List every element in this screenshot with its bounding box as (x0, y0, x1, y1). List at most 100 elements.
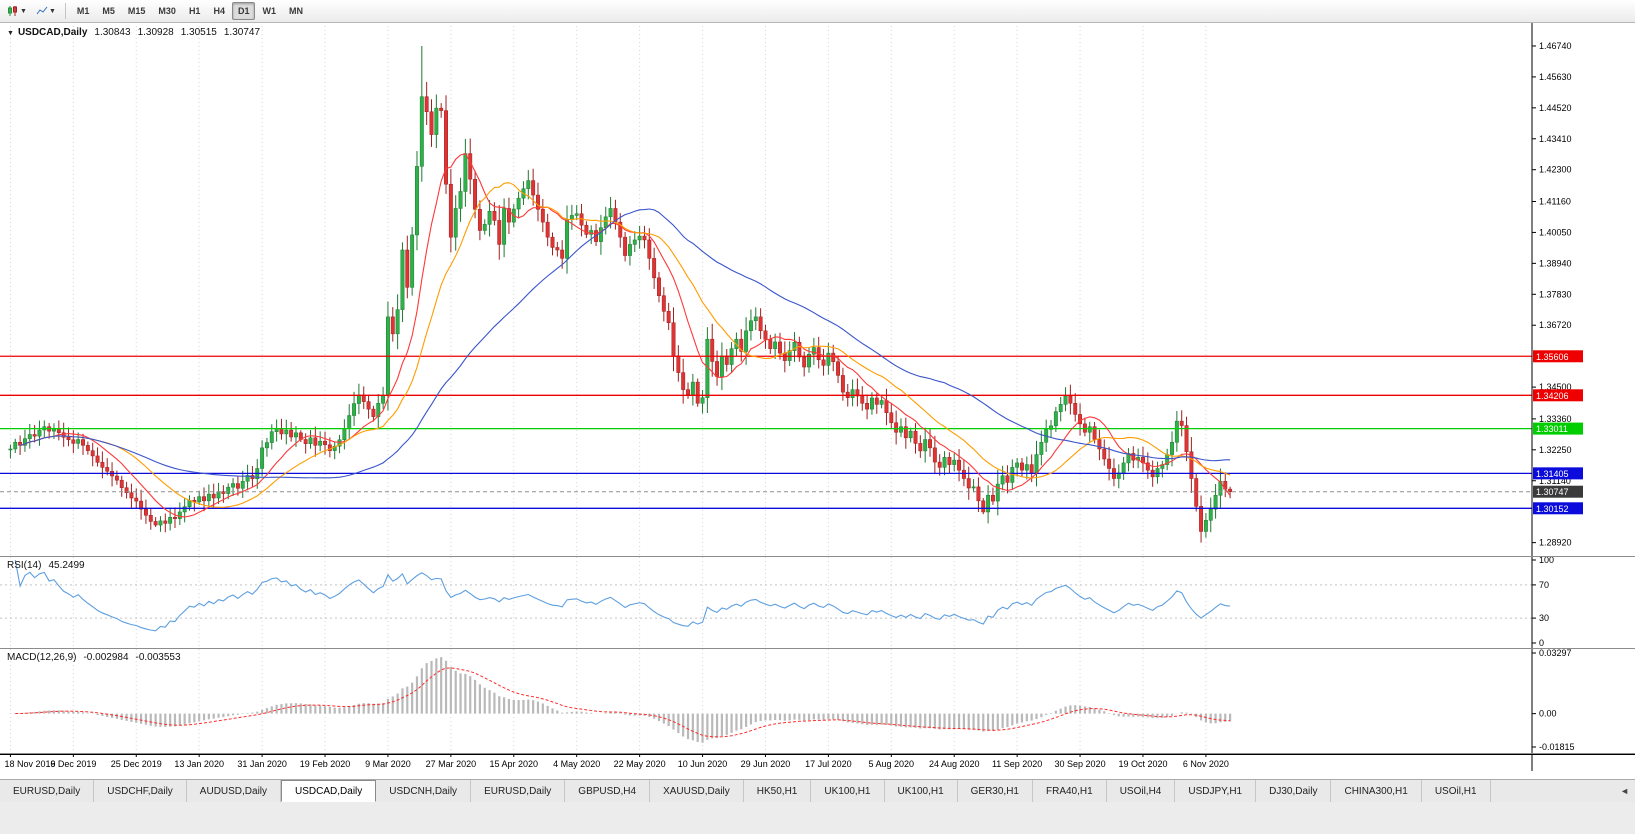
chart-tab-ger30-h1[interactable]: GER30,H1 (957, 780, 1033, 802)
chart-tab-usoil-h1[interactable]: USOil,H1 (1421, 780, 1491, 802)
rsi-axis[interactable]: 100 70 30 0 (1531, 557, 1554, 648)
chart-tab-eurusd-daily[interactable]: EURUSD,Daily (0, 780, 95, 802)
svg-text:0.00: 0.00 (1539, 709, 1557, 719)
grid (0, 557, 1532, 648)
timeframe-h1[interactable]: H1 (188, 6, 201, 16)
chart-tab-usdchf-daily[interactable]: USDCHF,Daily (94, 780, 187, 802)
timeframe-w1[interactable]: W1 (262, 6, 276, 16)
svg-text:1.45630: 1.45630 (1539, 72, 1572, 82)
timeframe-m5[interactable]: M5 (102, 6, 115, 16)
svg-text:0.03297: 0.03297 (1539, 649, 1572, 658)
svg-text:29 Jun 2020: 29 Jun 2020 (741, 759, 791, 769)
timeframe-m15[interactable]: M15 (127, 6, 146, 16)
svg-text:1.43410: 1.43410 (1539, 134, 1572, 144)
grid (9, 649, 1207, 753)
svg-text:1.32250: 1.32250 (1539, 445, 1572, 455)
macd-signal-value: -0.003553 (135, 652, 181, 663)
svg-text:6 Nov 2020: 6 Nov 2020 (1183, 759, 1229, 769)
chart-tab-eurusd-daily[interactable]: EURUSD,Daily (471, 780, 566, 802)
rsi-value: 45.2499 (48, 560, 85, 571)
close-value: 1.30747 (223, 27, 261, 38)
toolbar-separator (64, 3, 66, 19)
open-value: 1.30843 (94, 27, 131, 38)
svg-text:1.33011: 1.33011 (1536, 424, 1568, 434)
high-value: 1.30928 (137, 27, 174, 38)
chart-tab-usoil-h4[interactable]: USOil,H4 (1106, 780, 1176, 802)
svg-text:1.41160: 1.41160 (1539, 196, 1571, 206)
svg-text:1.37830: 1.37830 (1539, 289, 1572, 299)
rsi-line (14, 559, 1231, 632)
svg-text:11 Sep 2020: 11 Sep 2020 (992, 759, 1042, 769)
chart-tab-china300-h1[interactable]: CHINA300,H1 (1331, 780, 1422, 802)
horizontal-lines[interactable] (0, 355, 1532, 509)
svg-text:4 May 2020: 4 May 2020 (553, 759, 600, 769)
chevron-down-icon: ▼ (48, 7, 56, 15)
svg-text:70: 70 (1539, 580, 1549, 590)
timeframe-m1[interactable]: M1 (76, 6, 90, 16)
chart-tab-uk100-h1[interactable]: UK100,H1 (811, 780, 885, 802)
indicators-button[interactable]: ▼ (32, 1, 60, 21)
chart-tab-hk50-h1[interactable]: HK50,H1 (743, 780, 812, 802)
svg-text:1.34500: 1.34500 (1539, 382, 1572, 392)
rsi-header: RSI(14) 45.2499 (7, 560, 85, 571)
svg-text:1.44520: 1.44520 (1539, 103, 1572, 113)
svg-text:1.34206: 1.34206 (1536, 391, 1569, 401)
svg-text:24 Aug 2020: 24 Aug 2020 (929, 759, 980, 769)
svg-text:22 May 2020: 22 May 2020 (614, 759, 666, 769)
chart-type-button[interactable]: ▼ (3, 1, 31, 21)
toolbar: ▼ ▼ M1 M5 M15 M30 H1 H4 D1 W1 MN (0, 0, 1635, 23)
svg-text:6 Dec 2019: 6 Dec 2019 (50, 759, 96, 769)
svg-text:19 Feb 2020: 19 Feb 2020 (300, 759, 351, 769)
macd-header: MACD(12,26,9) -0.002984 -0.003553 (7, 652, 181, 663)
panel-separator[interactable] (0, 648, 1635, 649)
svg-text:100: 100 (1539, 557, 1554, 565)
timeframe-buttons: M1 M5 M15 M30 H1 H4 D1 W1 MN (71, 2, 309, 20)
macd-histogram (14, 657, 1232, 743)
panel-separator[interactable] (0, 556, 1635, 557)
chart-tab-dj30-daily[interactable]: DJ30,Daily (1256, 780, 1332, 802)
svg-text:1.30747: 1.30747 (1536, 487, 1569, 497)
chart-tab-audusd-daily[interactable]: AUDUSD,Daily (186, 780, 282, 802)
macd-label: MACD(12,26,9) (7, 652, 77, 663)
macd-axis[interactable]: 0.03297 0.00 -0.01815 (1531, 649, 1575, 753)
price-chart[interactable]: 1.46740 1.45630 1.44520 1.43410 1.42300 1.411… (0, 22, 1635, 556)
chart-tab-uk100-h1[interactable]: UK100,H1 (884, 780, 958, 802)
svg-text:1.31140: 1.31140 (1539, 476, 1571, 486)
chart-tab-gbpusd-h4[interactable]: GBPUSD,H4 (565, 780, 651, 802)
chart-tab-fra40-h1[interactable]: FRA40,H1 (1033, 780, 1107, 802)
symbol-timeframe-label: USDCAD,Daily (17, 27, 88, 38)
chart-tab-xauusd-daily[interactable]: XAUUSD,Daily (650, 780, 744, 802)
svg-text:10 Jun 2020: 10 Jun 2020 (678, 759, 728, 769)
chart-tab-usdcnh-daily[interactable]: USDCNH,Daily (376, 780, 472, 802)
chart-tab-usdcad-daily[interactable]: USDCAD,Daily (281, 780, 377, 802)
macd-panel[interactable]: 0.03297 0.00 -0.01815 (0, 649, 1635, 753)
svg-text:25 Dec 2019: 25 Dec 2019 (111, 759, 162, 769)
svg-text:17 Jul 2020: 17 Jul 2020 (805, 759, 852, 769)
tab-scroll-icon[interactable]: ◄ (1620, 786, 1629, 796)
svg-text:30: 30 (1539, 613, 1549, 623)
timeframe-m30[interactable]: M30 (158, 6, 176, 16)
svg-text:27 Mar 2020: 27 Mar 2020 (426, 759, 477, 769)
macd-main-value: -0.002984 (83, 652, 129, 663)
panel-separator (0, 753, 1635, 754)
chart-header: ▼ USDCAD,Daily 1.30843 1.30928 1.30515 1.3074… (7, 27, 260, 38)
svg-text:15 Apr 2020: 15 Apr 2020 (490, 759, 539, 769)
svg-text:1.46740: 1.46740 (1539, 41, 1572, 51)
svg-text:31 Jan 2020: 31 Jan 2020 (237, 759, 287, 769)
collapse-chart-icon[interactable]: ▼ (7, 30, 14, 37)
rsi-panel[interactable]: 100 70 30 0 (0, 557, 1635, 648)
svg-text:1.30152: 1.30152 (1536, 504, 1569, 514)
timeframe-d1[interactable]: D1 (231, 2, 256, 20)
chart-tabs-bar: EURUSD,Daily USDCHF,Daily AUDUSD,Daily USDC… (0, 779, 1635, 802)
timeframe-h4[interactable]: H4 (213, 6, 225, 16)
chart-tab-usdjpy-h1[interactable]: USDJPY,H1 (1175, 780, 1257, 802)
svg-text:30 Sep 2020: 30 Sep 2020 (1055, 759, 1106, 769)
moving-averages (19, 153, 1231, 518)
timeframe-mn[interactable]: MN (288, 6, 303, 16)
svg-text:-0.01815: -0.01815 (1539, 742, 1575, 752)
indicator-line-icon (36, 6, 48, 15)
svg-text:1.38940: 1.38940 (1539, 258, 1572, 268)
candles (8, 45, 1233, 543)
